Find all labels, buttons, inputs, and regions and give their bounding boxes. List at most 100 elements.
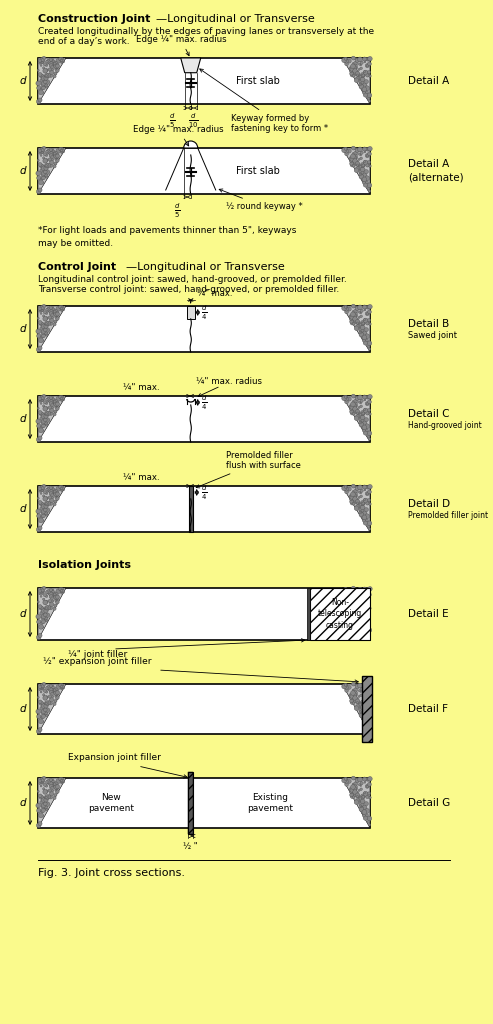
Circle shape <box>44 160 47 163</box>
Circle shape <box>350 500 353 504</box>
Circle shape <box>60 685 63 688</box>
Circle shape <box>349 693 352 697</box>
Circle shape <box>357 322 360 325</box>
Circle shape <box>367 431 372 435</box>
Circle shape <box>36 620 41 624</box>
Circle shape <box>43 80 47 84</box>
Circle shape <box>345 62 349 66</box>
Circle shape <box>61 592 63 594</box>
Circle shape <box>46 501 51 506</box>
Circle shape <box>56 396 61 401</box>
Circle shape <box>53 490 56 493</box>
Bar <box>188 772 193 834</box>
Circle shape <box>359 172 361 174</box>
Circle shape <box>55 407 57 409</box>
Circle shape <box>362 805 367 810</box>
Circle shape <box>360 84 363 87</box>
Text: Created longitudinally by the edges of paving lanes or transversely at the: Created longitudinally by the edges of p… <box>38 27 374 36</box>
Circle shape <box>361 89 364 91</box>
Circle shape <box>44 711 48 715</box>
Circle shape <box>367 409 371 412</box>
Circle shape <box>355 396 359 400</box>
Circle shape <box>352 682 355 686</box>
Circle shape <box>355 793 360 798</box>
Circle shape <box>366 429 368 432</box>
Circle shape <box>56 159 59 163</box>
Circle shape <box>45 80 50 84</box>
Circle shape <box>369 165 371 167</box>
Circle shape <box>41 329 46 333</box>
Circle shape <box>358 783 360 785</box>
Circle shape <box>365 426 367 428</box>
Circle shape <box>45 790 48 793</box>
Circle shape <box>53 702 56 706</box>
Circle shape <box>352 156 357 160</box>
Polygon shape <box>38 58 66 104</box>
Bar <box>187 306 195 318</box>
Circle shape <box>360 73 365 77</box>
Circle shape <box>363 777 366 781</box>
Circle shape <box>352 784 357 790</box>
Polygon shape <box>342 148 370 194</box>
Circle shape <box>60 60 62 62</box>
Text: d: d <box>19 324 26 334</box>
Circle shape <box>353 793 357 797</box>
Circle shape <box>349 314 352 318</box>
Circle shape <box>44 601 47 604</box>
Circle shape <box>366 691 369 693</box>
Circle shape <box>342 396 347 400</box>
Circle shape <box>358 63 360 66</box>
Circle shape <box>52 695 54 697</box>
Circle shape <box>360 687 363 691</box>
Circle shape <box>368 823 371 826</box>
Circle shape <box>51 403 54 407</box>
Circle shape <box>362 339 365 342</box>
Circle shape <box>352 597 357 601</box>
Circle shape <box>352 313 357 318</box>
Text: Fig. 3. Joint cross sections.: Fig. 3. Joint cross sections. <box>38 868 185 878</box>
Circle shape <box>51 150 55 155</box>
Circle shape <box>49 796 52 799</box>
Circle shape <box>363 722 368 726</box>
Circle shape <box>38 590 41 593</box>
Circle shape <box>38 487 41 490</box>
Circle shape <box>53 310 56 313</box>
Circle shape <box>49 322 52 326</box>
Circle shape <box>49 606 52 609</box>
Circle shape <box>46 685 50 689</box>
Circle shape <box>46 412 51 416</box>
Circle shape <box>43 703 47 707</box>
Circle shape <box>352 692 357 697</box>
Circle shape <box>361 323 364 326</box>
Circle shape <box>56 312 60 316</box>
Circle shape <box>352 153 354 155</box>
Circle shape <box>49 318 54 323</box>
Circle shape <box>360 617 363 621</box>
Circle shape <box>362 712 367 716</box>
Circle shape <box>360 157 362 160</box>
Circle shape <box>364 57 368 61</box>
Circle shape <box>354 706 359 711</box>
Circle shape <box>38 729 40 731</box>
Circle shape <box>43 695 47 700</box>
Circle shape <box>47 686 52 690</box>
Circle shape <box>366 606 369 609</box>
Circle shape <box>346 306 348 308</box>
Circle shape <box>359 84 364 89</box>
Circle shape <box>367 152 371 156</box>
Circle shape <box>49 71 54 75</box>
Circle shape <box>346 685 348 686</box>
Circle shape <box>363 717 366 719</box>
Circle shape <box>347 779 351 783</box>
Circle shape <box>360 705 365 710</box>
Circle shape <box>53 62 56 65</box>
Circle shape <box>363 409 365 411</box>
Circle shape <box>38 700 42 703</box>
Circle shape <box>358 689 360 692</box>
Circle shape <box>352 786 357 792</box>
Circle shape <box>360 67 362 70</box>
Circle shape <box>354 598 357 601</box>
Text: d: d <box>19 76 26 86</box>
Circle shape <box>361 701 364 706</box>
Circle shape <box>357 412 360 414</box>
